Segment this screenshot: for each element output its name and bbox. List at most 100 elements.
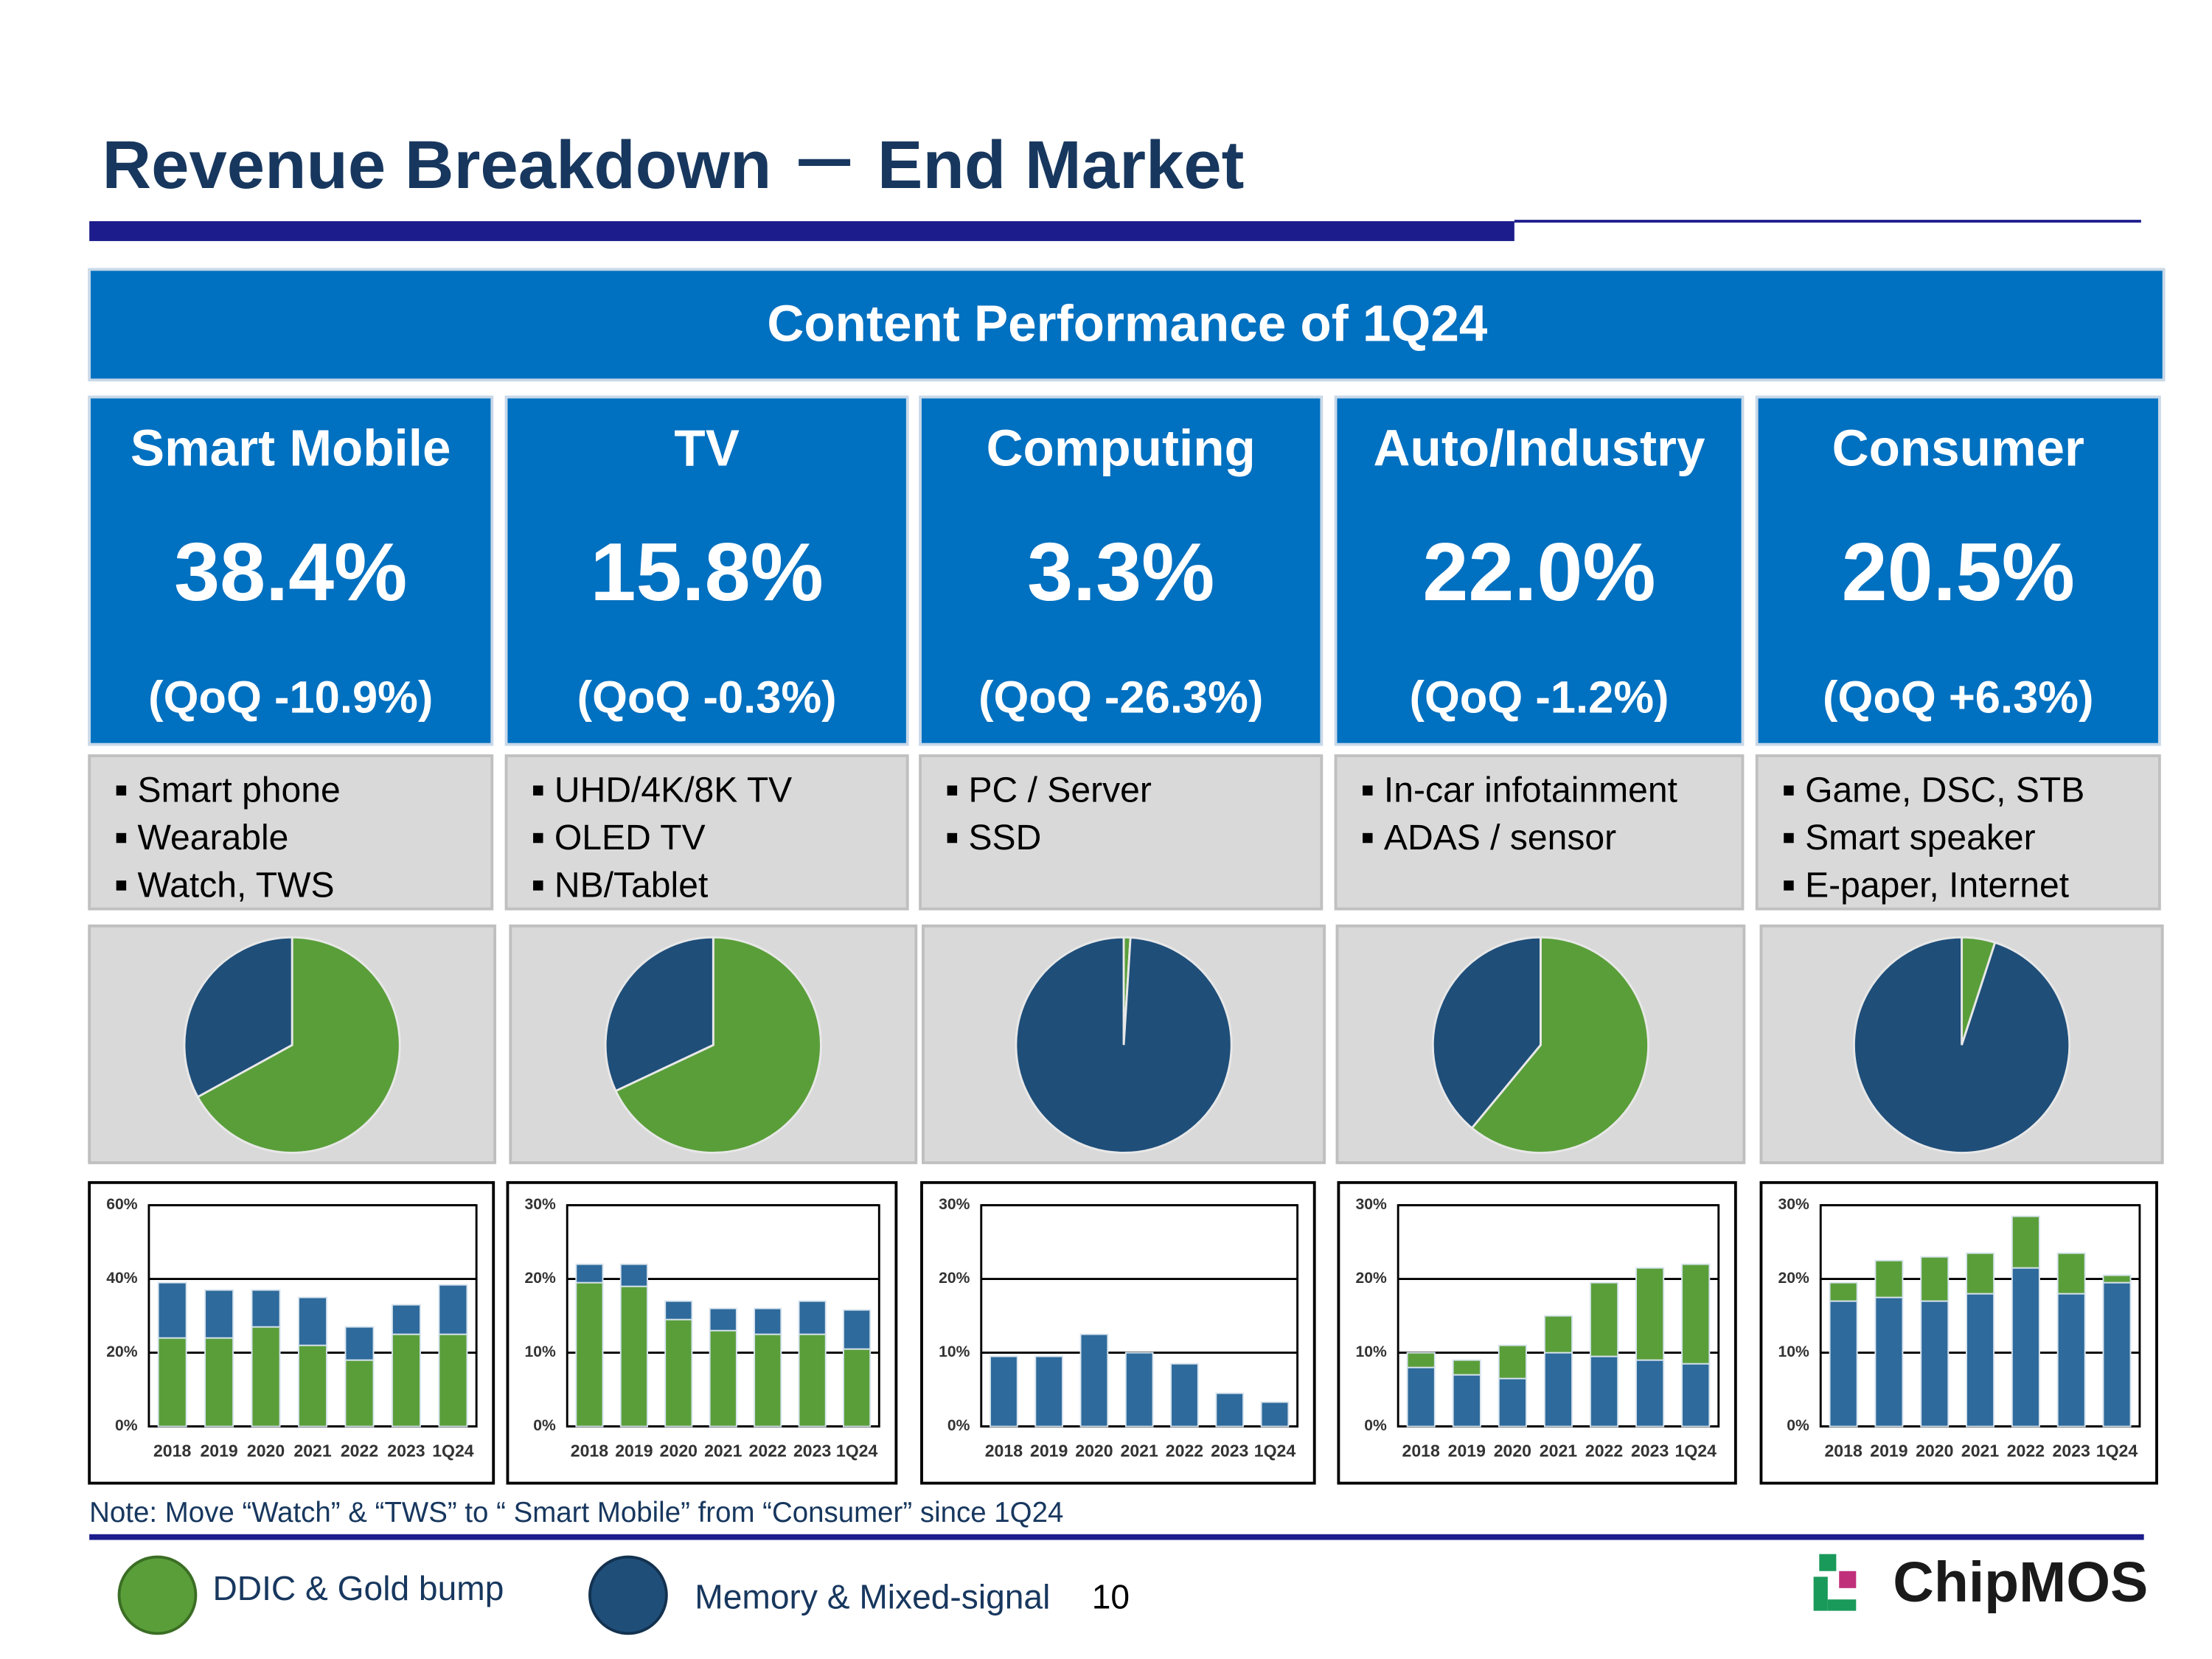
bar-segment (575, 1281, 604, 1427)
pie-slice (1852, 936, 2071, 1154)
y-tick-label: 60% (106, 1196, 138, 1213)
item-text: PC / Server (968, 771, 1151, 810)
segment-qoq: (QoQ +6.3%) (1823, 672, 2093, 723)
bar-segment (204, 1337, 234, 1427)
y-tick-label: 10% (525, 1343, 557, 1360)
bar-segment (1406, 1352, 1436, 1368)
bar-segment (157, 1281, 187, 1339)
y-tick-label: 20% (1778, 1270, 1810, 1287)
banner-text: Content Performance of 1Q24 (767, 295, 1487, 352)
x-tick-label: 1Q24 (2096, 1441, 2138, 1460)
bar-segment (2102, 1274, 2132, 1284)
item-text: Wearable (138, 818, 289, 858)
y-tick-label: 30% (1778, 1196, 1810, 1213)
bar-segment (1543, 1315, 1573, 1354)
bar-segment (575, 1263, 604, 1284)
bar-segment (344, 1326, 375, 1361)
segment-name: Smart Mobile (131, 420, 451, 477)
x-tick-label: 2023 (1631, 1441, 1669, 1460)
x-tick-label: 2020 (1075, 1441, 1113, 1460)
x-tick-label: 2023 (793, 1441, 831, 1460)
bullet (947, 832, 958, 844)
bar-chart-box (1759, 1180, 2158, 1485)
y-tick-label: 30% (939, 1196, 970, 1213)
bar-segment (1215, 1392, 1245, 1427)
item-text: Smart phone (138, 771, 341, 810)
bar-segment (1874, 1259, 1904, 1298)
segment-card (1334, 395, 1745, 746)
x-tick-label: 2021 (293, 1441, 331, 1460)
bar-segment (664, 1318, 693, 1427)
bar-chart-box (88, 1180, 495, 1485)
bar-segment (438, 1284, 468, 1335)
y-tick-label: 30% (1355, 1196, 1387, 1213)
bar-segment (1829, 1300, 1858, 1427)
bar-segment (990, 1355, 1018, 1427)
y-tick-label: 0% (947, 1417, 970, 1434)
y-tick-label: 10% (1778, 1343, 1810, 1360)
note: Note: Move “Watch” & “TWS” to “ Smart Mo… (89, 1497, 1063, 1528)
x-tick-label: 2021 (1540, 1441, 1577, 1460)
segment-card (919, 395, 1324, 746)
bar-segment (1034, 1355, 1064, 1427)
y-tick-label: 10% (1355, 1343, 1387, 1360)
y-tick-label: 20% (939, 1270, 970, 1287)
legend-label: Memory & Mixed-signal (695, 1577, 1050, 1615)
bar-segment (344, 1359, 375, 1427)
bar-segment (204, 1289, 234, 1339)
x-tick-label: 2019 (1030, 1441, 1068, 1460)
segment-share: 20.5% (1842, 526, 2075, 618)
bar-segment (1260, 1401, 1290, 1427)
bar-segment (1498, 1377, 1527, 1427)
item-text: SSD (968, 818, 1041, 858)
bar-segment (798, 1333, 827, 1427)
bullet (533, 832, 543, 844)
pie-slice (1470, 936, 1650, 1154)
bar-segment (1681, 1363, 1711, 1427)
item-box (919, 754, 1324, 911)
bullet (947, 785, 958, 796)
bar-segment (1406, 1366, 1436, 1427)
y-tick-label: 20% (1355, 1270, 1387, 1287)
bullet (533, 880, 543, 891)
x-tick-label: 2021 (1121, 1441, 1158, 1460)
y-tick-label: 0% (115, 1417, 138, 1434)
x-tick-label: 2023 (387, 1441, 425, 1460)
bar-segment (1589, 1355, 1619, 1427)
title-underline (89, 221, 1514, 241)
x-tick-label: 2018 (571, 1441, 608, 1460)
segment-card (504, 395, 909, 746)
pie-slice (196, 936, 401, 1154)
bullet (1784, 785, 1794, 796)
segment-qoq: (QoQ -10.9%) (148, 672, 433, 723)
x-tick-label: 2022 (1585, 1441, 1623, 1460)
pie-slice (614, 936, 822, 1154)
segment-card (88, 395, 494, 746)
bar-segment (1452, 1359, 1481, 1376)
bar-chart-box (1337, 1180, 1737, 1485)
x-tick-label: 2022 (749, 1441, 787, 1460)
bar-chart-box (506, 1180, 898, 1485)
segment-share: 3.3% (1027, 526, 1214, 618)
item-box (88, 754, 494, 911)
segment-qoq: (QoQ -1.2%) (1409, 672, 1669, 723)
x-tick-label: 2023 (2053, 1441, 2090, 1460)
y-tick-label: 0% (1364, 1417, 1387, 1434)
logo-icon (1813, 1554, 1857, 1611)
bar-segment (619, 1263, 648, 1287)
x-tick-label: 2022 (2007, 1441, 2045, 1460)
pie-slice (1431, 936, 1542, 1130)
x-tick-label: 2018 (985, 1441, 1023, 1460)
bar-segment (664, 1300, 693, 1321)
segment-name: Consumer (1832, 420, 2084, 477)
bar-segment (2056, 1293, 2086, 1427)
bullet (116, 785, 127, 796)
x-tick-label: 2022 (341, 1441, 378, 1460)
item-box (1334, 754, 1745, 911)
bar-segment (798, 1300, 827, 1335)
x-tick-label: 1Q24 (432, 1441, 474, 1460)
item-text: NB/Tablet (554, 866, 708, 905)
bar-segment (842, 1348, 872, 1427)
